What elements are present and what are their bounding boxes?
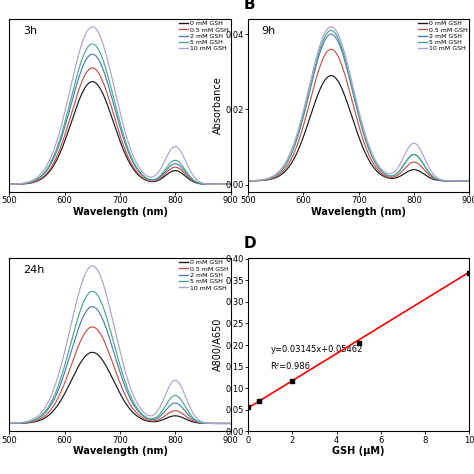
Text: 3h: 3h bbox=[23, 26, 37, 36]
Point bbox=[245, 403, 252, 410]
Point bbox=[465, 269, 473, 276]
Text: R²=0.986: R²=0.986 bbox=[270, 362, 310, 371]
Point bbox=[289, 377, 296, 385]
Text: B: B bbox=[244, 0, 255, 12]
Y-axis label: A800/A650: A800/A650 bbox=[213, 318, 223, 372]
Text: y=0.03145x+0.05462: y=0.03145x+0.05462 bbox=[270, 345, 363, 354]
X-axis label: Wavelength (nm): Wavelength (nm) bbox=[73, 446, 167, 456]
Text: 9h: 9h bbox=[262, 26, 276, 36]
X-axis label: GSH (μM): GSH (μM) bbox=[332, 446, 385, 456]
Y-axis label: Absorbance: Absorbance bbox=[213, 77, 223, 135]
Text: 24h: 24h bbox=[23, 265, 44, 275]
Legend: 0 mM GSH, 0.5 mM GSH, 2 mM GSH, 5 mM GSH, 10 mM GSH: 0 mM GSH, 0.5 mM GSH, 2 mM GSH, 5 mM GSH… bbox=[179, 259, 229, 291]
Point bbox=[255, 397, 263, 404]
Legend: 0 mM GSH, 0.5 mM GSH, 2 mM GSH, 5 mM GSH, 10 mM GSH: 0 mM GSH, 0.5 mM GSH, 2 mM GSH, 5 mM GSH… bbox=[418, 20, 468, 52]
X-axis label: Wavelength (nm): Wavelength (nm) bbox=[73, 207, 167, 217]
Point bbox=[355, 339, 363, 346]
Legend: 0 mM GSH, 0.5 mM GSH, 2 mM GSH, 5 mM GSH, 10 mM GSH: 0 mM GSH, 0.5 mM GSH, 2 mM GSH, 5 mM GSH… bbox=[179, 20, 229, 52]
X-axis label: Wavelength (nm): Wavelength (nm) bbox=[311, 207, 406, 217]
Text: D: D bbox=[244, 236, 256, 251]
